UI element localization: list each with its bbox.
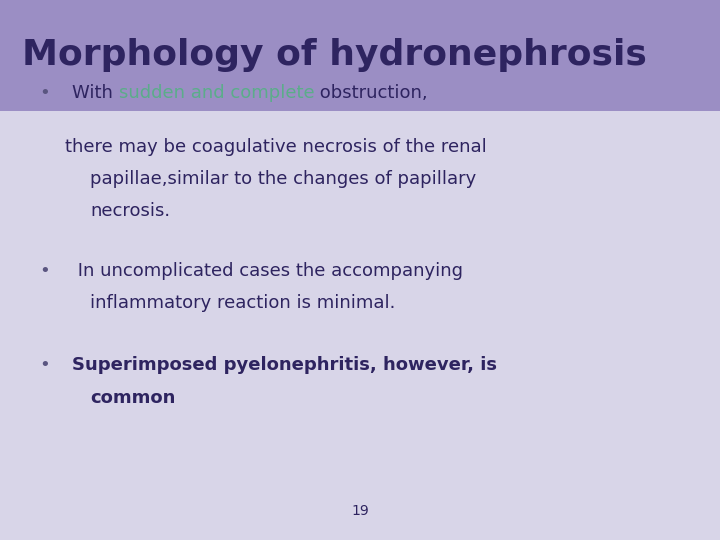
Text: Morphology of hydronephrosis: Morphology of hydronephrosis <box>22 38 647 72</box>
Text: Superimposed pyelonephritis, however, is: Superimposed pyelonephritis, however, is <box>72 356 497 374</box>
Text: obstruction,: obstruction, <box>314 84 428 102</box>
Text: In uncomplicated cases the accompanying: In uncomplicated cases the accompanying <box>72 262 463 280</box>
Text: there may be coagulative necrosis of the renal: there may be coagulative necrosis of the… <box>65 138 487 156</box>
Text: 19: 19 <box>351 504 369 518</box>
Text: •: • <box>40 262 50 280</box>
Text: common: common <box>90 389 176 407</box>
Text: With: With <box>72 84 119 102</box>
Bar <box>0 0 720 111</box>
Text: •: • <box>40 356 50 374</box>
Text: •: • <box>40 84 50 102</box>
Text: papillae,similar to the changes of papillary: papillae,similar to the changes of papil… <box>90 170 476 188</box>
Text: sudden and complete: sudden and complete <box>119 84 314 102</box>
Text: necrosis.: necrosis. <box>90 202 170 220</box>
Text: inflammatory reaction is minimal.: inflammatory reaction is minimal. <box>90 294 395 312</box>
